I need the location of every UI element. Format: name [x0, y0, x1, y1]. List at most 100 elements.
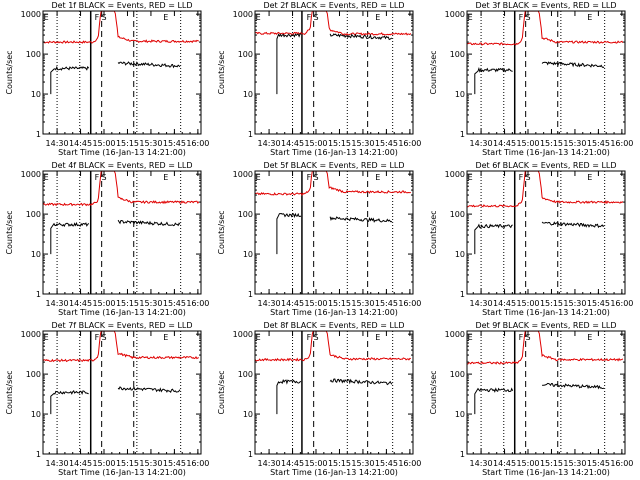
x-tick-label: 16:00 [186, 299, 209, 308]
plot-frame [466, 170, 626, 295]
marker-e-start: E [468, 13, 473, 22]
x-tick-label: 15:15 [540, 139, 563, 148]
x-tick-label: 16:00 [398, 299, 421, 308]
y-tick-label: 100 [26, 370, 41, 379]
chart-panel-9: Det 9f BLACK = Events, RED = LLD 14:30 14:… [429, 321, 633, 477]
x-tick-label: 14:30 [470, 139, 493, 148]
x-axis-label: Start Time (16-Jan-13 14:21:00) [270, 468, 398, 477]
marker-f: F [519, 173, 524, 182]
marker-f: F [307, 173, 312, 182]
marker-f: F [95, 173, 100, 182]
x-tick-label: 15:00 [516, 459, 539, 468]
y-tick-label: 10 [31, 250, 41, 259]
y-tick-label: 100 [450, 50, 465, 59]
lld-series-line [42, 170, 200, 207]
events-series-line [474, 387, 514, 415]
x-tick-label: 14:30 [46, 299, 69, 308]
x-axis-label: Start Time (16-Jan-13 14:21:00) [58, 148, 186, 157]
chart-title: Det 8f BLACK = Events, RED = LLD [263, 321, 404, 330]
y-axis-label: Counts/sec [217, 370, 226, 414]
y-tick-label: 10 [31, 90, 41, 99]
events-series-line [117, 219, 181, 227]
marker-e-end: E [587, 13, 592, 22]
y-tick-label: 1 [248, 290, 253, 299]
x-tick-label: 15:15 [116, 139, 139, 148]
marker-e-end: E [375, 333, 380, 342]
y-axis-label: Counts/sec [217, 210, 226, 254]
y-tick-label: 1 [36, 130, 41, 139]
events-series-line [117, 386, 181, 393]
x-tick-label: 14:30 [258, 299, 281, 308]
x-tick-label: 14:45 [281, 299, 304, 308]
x-tick-label: 16:00 [610, 459, 633, 468]
y-axis-label: Counts/sec [429, 50, 438, 94]
marker-e-start: E [44, 13, 49, 22]
y-tick-label: 10 [455, 250, 465, 259]
x-tick-label: 15:15 [540, 299, 563, 308]
y-tick-label: 10 [243, 90, 253, 99]
events-series-line [50, 221, 90, 255]
y-tick-label: 100 [26, 210, 41, 219]
x-tick-label: 15:30 [563, 299, 586, 308]
lld-series-line [466, 170, 624, 208]
marker-e-end: E [163, 13, 168, 22]
x-axis-label: Start Time (16-Jan-13 14:21:00) [270, 148, 398, 157]
plot-frame [466, 10, 626, 135]
x-tick-label: 15:45 [587, 459, 610, 468]
x-tick-label: 16:00 [398, 139, 421, 148]
chart-title: Det 2f BLACK = Events, RED = LLD [263, 1, 404, 10]
plot-frame [466, 330, 626, 455]
y-tick-label: 1 [460, 450, 465, 459]
plot-frame [42, 10, 202, 135]
chart-title: Det 4f BLACK = Events, RED = LLD [51, 161, 192, 170]
chart-panel-3: Det 3f BLACK = Events, RED = LLD 14:30 14:… [429, 1, 633, 157]
events-series-line [541, 61, 605, 69]
marker-f: F [307, 13, 312, 22]
x-tick-label: 16:00 [610, 139, 633, 148]
x-tick-label: 15:00 [304, 139, 327, 148]
y-tick-label: 1000 [233, 10, 253, 19]
chart-panel-1: Det 1f BLACK = Events, RED = LLD 14:30 14:… [5, 1, 209, 157]
events-series-line [50, 390, 89, 415]
marker-s: S [101, 333, 106, 342]
x-tick-label: 14:30 [46, 139, 69, 148]
x-tick-label: 14:45 [69, 459, 92, 468]
y-axis-label: Counts/sec [429, 370, 438, 414]
x-axis-label: Start Time (16-Jan-13 14:21:00) [482, 148, 610, 157]
plot-frame [254, 330, 414, 455]
x-axis-label: Start Time (16-Jan-13 14:21:00) [58, 468, 186, 477]
marker-e-end: E [163, 173, 168, 182]
chart-title: Det 6f BLACK = Events, RED = LLD [475, 161, 616, 170]
marker-s: S [313, 333, 318, 342]
x-tick-label: 15:15 [328, 459, 351, 468]
x-tick-label: 15:30 [139, 139, 162, 148]
marker-s: S [525, 173, 530, 182]
marker-e-start: E [256, 173, 261, 182]
y-tick-label: 100 [238, 210, 253, 219]
x-tick-label: 15:30 [139, 459, 162, 468]
lld-series-line [466, 10, 624, 46]
x-tick-label: 15:45 [587, 139, 610, 148]
x-tick-label: 15:45 [163, 139, 186, 148]
x-tick-label: 15:00 [92, 459, 115, 468]
marker-e-end: E [163, 333, 168, 342]
y-tick-label: 10 [455, 410, 465, 419]
x-tick-label: 14:45 [493, 299, 516, 308]
events-series-line [276, 33, 302, 95]
chart-title: Det 7f BLACK = Events, RED = LLD [51, 321, 192, 330]
x-axis-label: Start Time (16-Jan-13 14:21:00) [270, 308, 398, 317]
x-tick-label: 15:30 [563, 139, 586, 148]
x-tick-label: 15:00 [304, 459, 327, 468]
x-tick-label: 15:00 [92, 299, 115, 308]
lld-series-line [254, 170, 411, 197]
x-tick-label: 15:45 [375, 459, 398, 468]
marker-f: F [95, 13, 100, 22]
chart-title: Det 3f BLACK = Events, RED = LLD [475, 1, 616, 10]
y-tick-label: 1000 [233, 330, 253, 339]
marker-f: F [519, 13, 524, 22]
y-tick-label: 100 [450, 370, 465, 379]
y-tick-label: 10 [455, 90, 465, 99]
y-tick-label: 100 [450, 210, 465, 219]
chart-panel-6: Det 6f BLACK = Events, RED = LLD 14:30 14:… [429, 161, 633, 317]
chart-panel-7: Det 7f BLACK = Events, RED = LLD 14:30 14:… [5, 321, 209, 477]
